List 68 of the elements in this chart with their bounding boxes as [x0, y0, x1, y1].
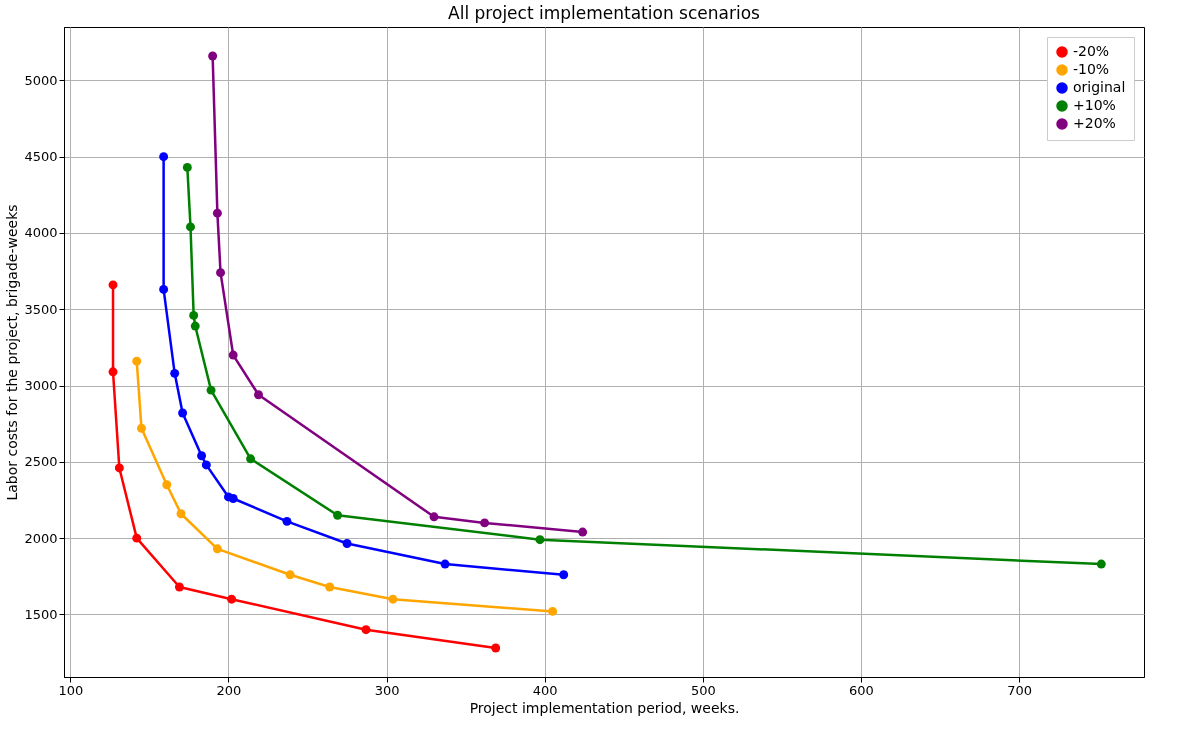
y-tick-label: 2500 [24, 454, 58, 470]
point [325, 582, 335, 592]
point [548, 606, 558, 616]
y-tick-label: 2000 [24, 530, 58, 546]
point [208, 51, 218, 61]
point [212, 544, 222, 554]
legend-label: -10% [1073, 61, 1110, 77]
y-tick-label: 3000 [24, 378, 58, 394]
y-tick-label: 4500 [24, 149, 58, 165]
y-tick-label: 3500 [24, 301, 58, 317]
point [227, 594, 237, 604]
point [480, 518, 490, 528]
point [182, 162, 192, 172]
point [388, 594, 398, 604]
x-axis-title: Project implementation period, weeks. [469, 699, 740, 716]
point [285, 570, 295, 580]
legend-label: +20% [1073, 115, 1116, 131]
point [429, 512, 439, 522]
point [206, 385, 216, 395]
legend-label: -20% [1073, 43, 1110, 59]
x-tick-label: 300 [374, 682, 400, 698]
point [228, 350, 238, 360]
x-tick-label: 100 [58, 682, 84, 698]
legend-label: original [1073, 79, 1126, 95]
y-axis-title: Labor costs for the project, brigade-weeks [4, 204, 21, 501]
point [174, 582, 184, 592]
point [535, 535, 545, 545]
x-tick-label: 400 [532, 682, 558, 698]
point [132, 533, 142, 543]
point [170, 368, 180, 378]
x-tick-label: 600 [849, 682, 874, 698]
legend-label: +10% [1073, 97, 1116, 113]
x-tick-label: 200 [216, 682, 242, 698]
point [201, 460, 211, 470]
point [186, 222, 195, 232]
point [342, 539, 352, 548]
point [333, 510, 343, 520]
point [132, 356, 142, 366]
point [559, 570, 569, 580]
point [137, 423, 146, 433]
point [254, 390, 263, 400]
point [228, 494, 238, 503]
x-tick-label: 700 [1007, 682, 1032, 698]
point [189, 310, 199, 320]
point [578, 527, 588, 537]
point [216, 268, 226, 278]
point [491, 643, 501, 653]
point [190, 321, 200, 331]
x-tick-label: 500 [690, 682, 716, 698]
point [108, 280, 118, 290]
point [197, 451, 207, 461]
point [159, 284, 169, 294]
point [114, 463, 124, 473]
point [162, 480, 172, 490]
point [246, 454, 256, 464]
chart-title: All project implementation scenarios [448, 3, 761, 23]
y-tick-label: 5000 [24, 72, 58, 88]
point [176, 509, 186, 519]
point [178, 408, 188, 418]
point [440, 559, 450, 569]
point [361, 625, 371, 635]
point [212, 208, 222, 218]
y-tick-label: 1500 [24, 606, 58, 622]
point [282, 516, 292, 526]
point [159, 152, 169, 162]
y-tick-label: 4000 [24, 225, 58, 241]
point [1096, 559, 1106, 569]
point [108, 367, 118, 377]
